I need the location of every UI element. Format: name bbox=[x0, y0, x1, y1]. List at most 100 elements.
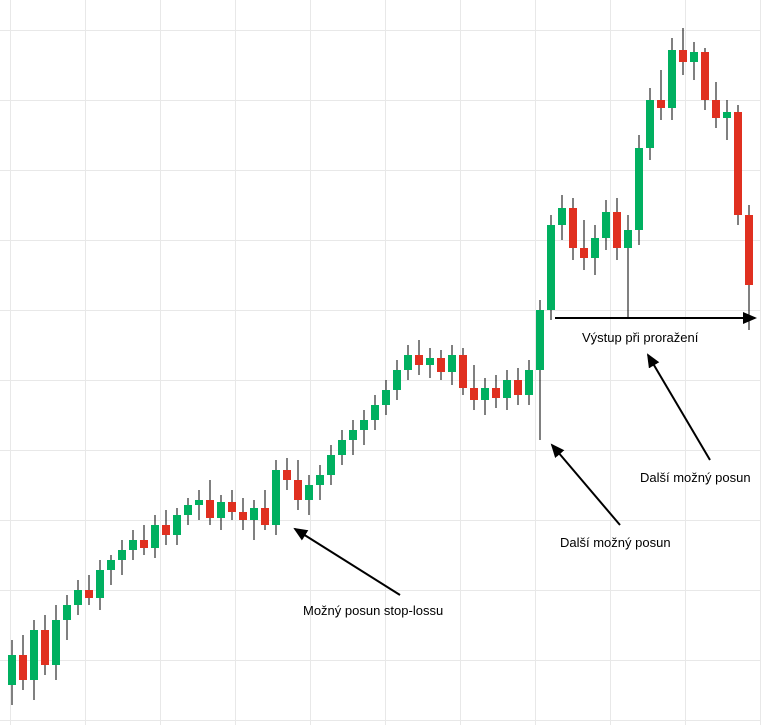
candle-body bbox=[118, 550, 126, 560]
candle-bear bbox=[140, 0, 148, 725]
candle-wick bbox=[254, 500, 255, 540]
candle-bear bbox=[580, 0, 588, 725]
candle-body bbox=[184, 505, 192, 515]
candle-body bbox=[41, 630, 49, 665]
annotation-label-0: Možný posun stop-lossu bbox=[303, 603, 443, 618]
exit-level-label: Výstup při proražení bbox=[582, 330, 698, 345]
candle-bear bbox=[514, 0, 522, 725]
candle-bear bbox=[261, 0, 269, 725]
candle-bull bbox=[481, 0, 489, 725]
candle-body bbox=[151, 525, 159, 548]
candle-bull bbox=[184, 0, 192, 725]
candle-bull bbox=[129, 0, 137, 725]
candle-body bbox=[613, 212, 621, 248]
candle-bear bbox=[283, 0, 291, 725]
candle-bear bbox=[85, 0, 93, 725]
candle-body bbox=[74, 590, 82, 605]
annotation-label-1: Další možný posun bbox=[560, 535, 671, 550]
candle-bull bbox=[448, 0, 456, 725]
candle-bull bbox=[624, 0, 632, 725]
candle-body bbox=[63, 605, 71, 620]
candle-bear bbox=[734, 0, 742, 725]
candle-wick bbox=[727, 100, 728, 140]
candle-body bbox=[602, 212, 610, 238]
candle-bear bbox=[679, 0, 687, 725]
candle-body bbox=[591, 238, 599, 258]
candle-body bbox=[646, 100, 654, 148]
candle-bear bbox=[712, 0, 720, 725]
candle-body bbox=[305, 485, 313, 500]
candle-bull bbox=[558, 0, 566, 725]
candle-bear bbox=[470, 0, 478, 725]
candle-body bbox=[712, 100, 720, 118]
candle-body bbox=[272, 470, 280, 525]
candle-bear bbox=[569, 0, 577, 725]
candle-body bbox=[470, 388, 478, 400]
candle-body bbox=[679, 50, 687, 62]
candle-bear bbox=[459, 0, 467, 725]
candle-bull bbox=[195, 0, 203, 725]
candle-bull bbox=[250, 0, 258, 725]
candle-body bbox=[338, 440, 346, 455]
candle-bear bbox=[294, 0, 302, 725]
candle-body bbox=[558, 208, 566, 225]
candle-body bbox=[690, 52, 698, 62]
candle-body bbox=[206, 500, 214, 518]
candle-bull bbox=[151, 0, 159, 725]
candle-body bbox=[745, 215, 753, 285]
candle-body bbox=[327, 455, 335, 475]
candle-body bbox=[96, 570, 104, 598]
candle-bull bbox=[272, 0, 280, 725]
candle-body bbox=[580, 248, 588, 258]
candle-body bbox=[129, 540, 137, 550]
candle-wick bbox=[661, 70, 662, 120]
candle-bear bbox=[239, 0, 247, 725]
candle-wick bbox=[584, 220, 585, 270]
candle-bull bbox=[723, 0, 731, 725]
candlestick-chart: Výstup při proražení Možný posun stop-los… bbox=[0, 0, 761, 725]
candle-body bbox=[624, 230, 632, 248]
candle-body bbox=[30, 630, 38, 680]
grid-line-vertical bbox=[160, 0, 161, 725]
candle-body bbox=[349, 430, 357, 440]
candle-body bbox=[459, 355, 467, 388]
annotation-label-2: Další možný posun bbox=[640, 470, 751, 485]
candle-body bbox=[426, 358, 434, 365]
candle-bull bbox=[107, 0, 115, 725]
candle-bull bbox=[74, 0, 82, 725]
candle-body bbox=[294, 480, 302, 500]
candle-body bbox=[393, 370, 401, 390]
candle-body bbox=[503, 380, 511, 398]
candle-body bbox=[635, 148, 643, 230]
candle-bull bbox=[635, 0, 643, 725]
candle-body bbox=[173, 515, 181, 535]
candle-bull bbox=[63, 0, 71, 725]
candle-body bbox=[415, 355, 423, 365]
candle-body bbox=[525, 370, 533, 395]
candle-body bbox=[514, 380, 522, 395]
candle-bull bbox=[536, 0, 544, 725]
candle-body bbox=[228, 502, 236, 512]
candle-body bbox=[569, 208, 577, 248]
candle-body bbox=[734, 112, 742, 215]
candle-bear bbox=[41, 0, 49, 725]
candle-body bbox=[107, 560, 115, 570]
candle-body bbox=[52, 620, 60, 665]
candle-body bbox=[217, 502, 225, 518]
candle-body bbox=[261, 508, 269, 525]
candle-body bbox=[371, 405, 379, 420]
candle-wick bbox=[199, 490, 200, 520]
candle-bull bbox=[8, 0, 16, 725]
candle-bear bbox=[19, 0, 27, 725]
candle-bull bbox=[96, 0, 104, 725]
grid-line-vertical bbox=[610, 0, 611, 725]
candle-bear bbox=[701, 0, 709, 725]
candle-bull bbox=[525, 0, 533, 725]
candle-body bbox=[668, 50, 676, 108]
candle-bull bbox=[217, 0, 225, 725]
candle-body bbox=[283, 470, 291, 480]
candle-bear bbox=[228, 0, 236, 725]
candle-bull bbox=[503, 0, 511, 725]
candle-body bbox=[657, 100, 665, 108]
candle-body bbox=[360, 420, 368, 430]
